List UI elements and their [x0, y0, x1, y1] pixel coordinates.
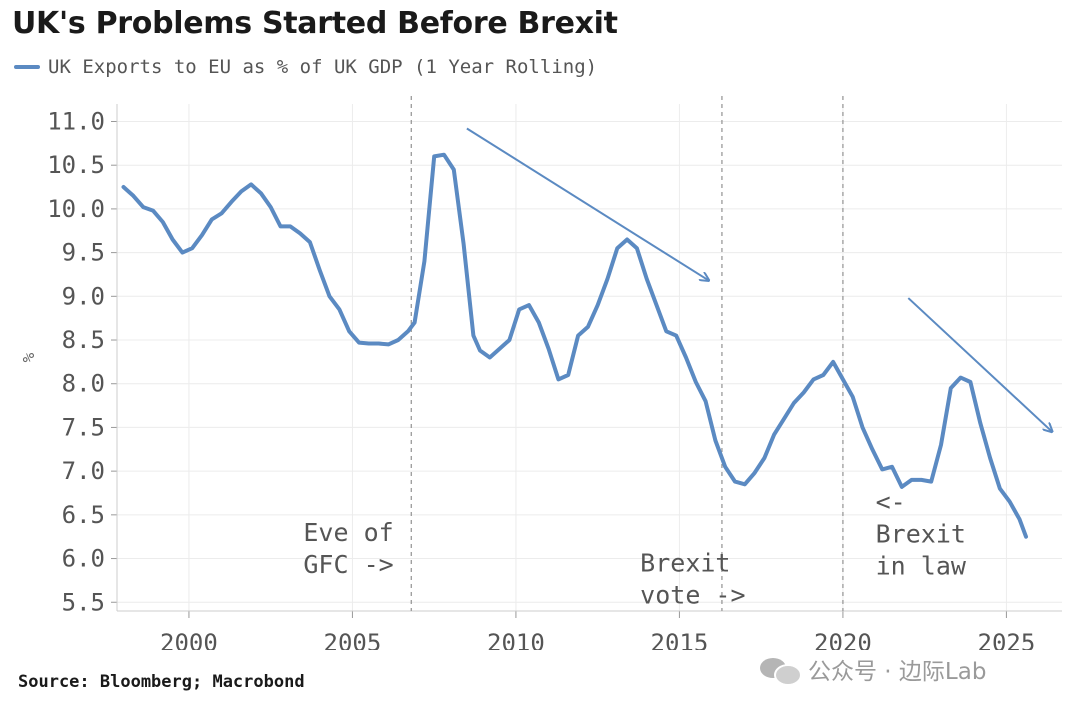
y-tick-label: 7.5 — [62, 413, 105, 441]
marker-annotation: in law — [876, 551, 967, 580]
marker-annotation: Eve of — [303, 518, 393, 547]
y-tick-label: 6.0 — [62, 545, 105, 573]
legend: UK Exports to EU as % of UK GDP (1 Year … — [14, 56, 597, 78]
y-tick-label: 5.5 — [62, 588, 105, 616]
x-tick-label: 2005 — [324, 629, 382, 650]
y-tick-label: 10.0 — [47, 195, 105, 223]
chart-title: UK's Problems Started Before Brexit — [12, 6, 618, 41]
x-tick-label: 2000 — [160, 629, 218, 650]
x-tick-label: 2010 — [487, 629, 545, 650]
y-axis-label: % — [19, 352, 38, 362]
y-tick-label: 9.0 — [62, 282, 105, 310]
y-tick-label: 8.0 — [62, 370, 105, 398]
x-tick-label: 2025 — [978, 629, 1036, 650]
y-tick-label: 9.5 — [62, 239, 105, 267]
legend-label: UK Exports to EU as % of UK GDP (1 Year … — [48, 56, 598, 78]
series-group — [121, 152, 1028, 539]
source-note: Source: Bloomberg; Macrobond — [18, 672, 305, 692]
y-tick-label: 7.0 — [62, 457, 105, 485]
grid-lines — [117, 104, 1062, 611]
marker-annotation: Brexit — [876, 519, 966, 548]
line-chart: 11.0 10.5 10.0 9.5 9.0 8.5 8.0 7.5 7.0 6.5 6.0 5.5 2… — [19, 96, 1062, 650]
watermark-text: 公众号 · 边际Lab — [808, 659, 987, 685]
series-line — [121, 152, 1028, 539]
trend-arrow — [466, 127, 709, 280]
wechat-icon — [760, 654, 802, 686]
marker-annotation: vote -> — [640, 581, 745, 610]
axes: 11.0 10.5 10.0 9.5 9.0 8.5 8.0 7.5 7.0 6.5 6.0 5.5 2… — [19, 104, 1062, 650]
y-tick-label: 10.5 — [47, 151, 105, 179]
x-tick-label: 2015 — [651, 629, 709, 650]
trend-arrows — [466, 127, 1052, 432]
y-tick-label: 11.0 — [47, 107, 105, 135]
watermark: 公众号 · 边际Lab — [760, 652, 986, 686]
legend-line-swatch — [14, 65, 40, 69]
marker-annotation: <- — [876, 487, 906, 516]
x-tick-label: 2020 — [814, 629, 872, 650]
trend-arrow — [907, 297, 1052, 432]
y-tick-label: 6.5 — [62, 501, 105, 529]
marker-annotation: GFC -> — [303, 550, 393, 579]
y-tick-label: 8.5 — [62, 326, 105, 354]
vertical-markers — [410, 96, 844, 611]
marker-annotation: Brexit — [640, 549, 730, 578]
annotations: Eve of GFC -> Brexit vote -> <- Brexit in law — [303, 487, 966, 609]
